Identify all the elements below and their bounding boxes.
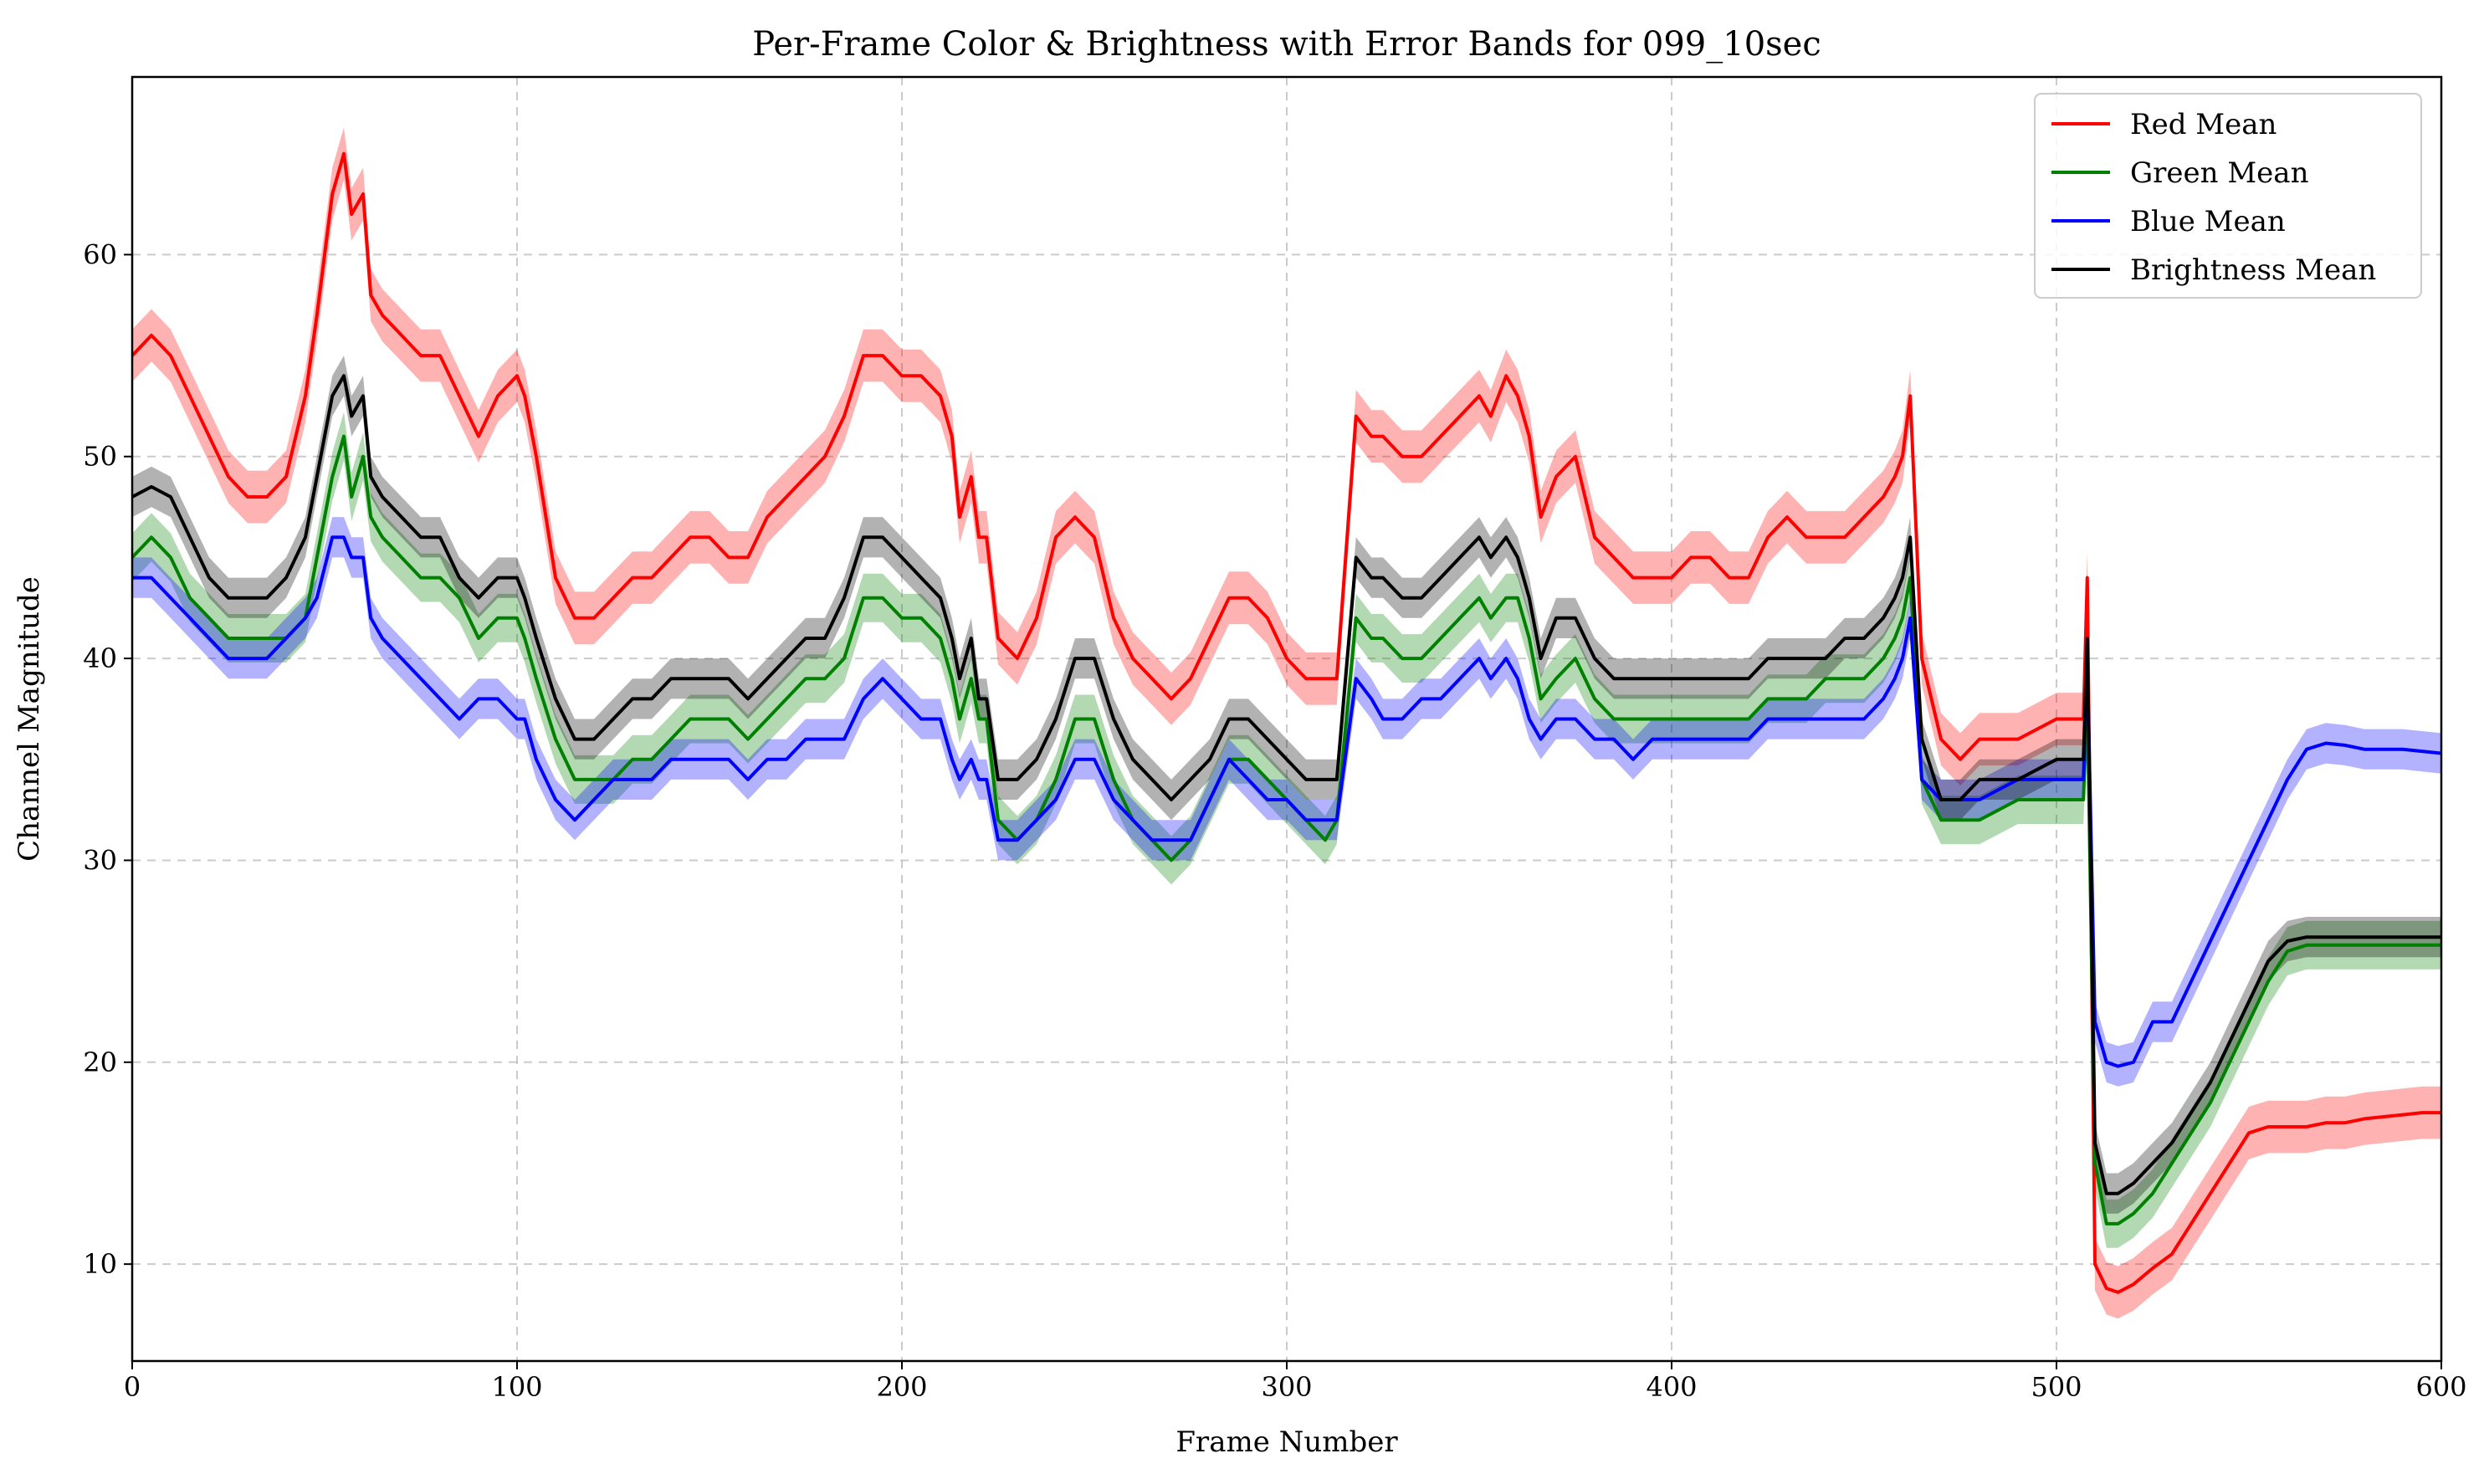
legend-label: Blue Mean bbox=[2130, 205, 2286, 238]
series-lines bbox=[131, 151, 2442, 1294]
error-band-brightness-mean bbox=[132, 356, 2441, 1214]
series-line-brightness-mean bbox=[131, 374, 2441, 1195]
series-line-red-mean bbox=[131, 151, 2441, 1294]
y-tick-label: 20 bbox=[83, 1046, 117, 1078]
error-band-red-mean bbox=[132, 127, 2441, 1319]
y-tick-label: 60 bbox=[83, 238, 117, 270]
error-band-green-mean bbox=[132, 412, 2441, 1248]
y-tick-label: 40 bbox=[83, 642, 117, 674]
legend-label: Green Mean bbox=[2130, 156, 2308, 190]
legend-label: Red Mean bbox=[2130, 108, 2277, 141]
series-line-blue-mean bbox=[132, 535, 2442, 1068]
legend: Red Mean Green Mean Blue Mean Brightness Me… bbox=[2034, 93, 2422, 299]
y-axis-label: Channel Magnitude bbox=[13, 576, 46, 862]
y-tick-label: 50 bbox=[83, 441, 117, 473]
x-tick-label: 500 bbox=[2031, 1371, 2082, 1403]
grid bbox=[131, 77, 2442, 1361]
x-tick-label: 100 bbox=[491, 1371, 542, 1403]
chart-title: Per-Frame Color & Brightness with Error … bbox=[752, 25, 1821, 64]
y-tick-label: 30 bbox=[83, 844, 117, 876]
x-axis-label: Frame Number bbox=[1175, 1425, 1398, 1459]
series-line-green-mean bbox=[131, 434, 2441, 1226]
x-tick-label: 400 bbox=[1646, 1371, 1697, 1403]
x-tick-label: 0 bbox=[124, 1371, 141, 1403]
x-tick-label: 300 bbox=[1261, 1371, 1312, 1403]
x-tick-label: 200 bbox=[876, 1371, 927, 1403]
legend-box bbox=[2034, 93, 2422, 299]
x-tick-label: 600 bbox=[2415, 1371, 2466, 1403]
axis-ticks: 0 100 200 300 400 500 600 10 20 30 40 50 60 bbox=[83, 238, 2466, 1403]
legend-label: Brightness Mean bbox=[2130, 253, 2376, 287]
y-tick-label: 10 bbox=[83, 1248, 117, 1280]
